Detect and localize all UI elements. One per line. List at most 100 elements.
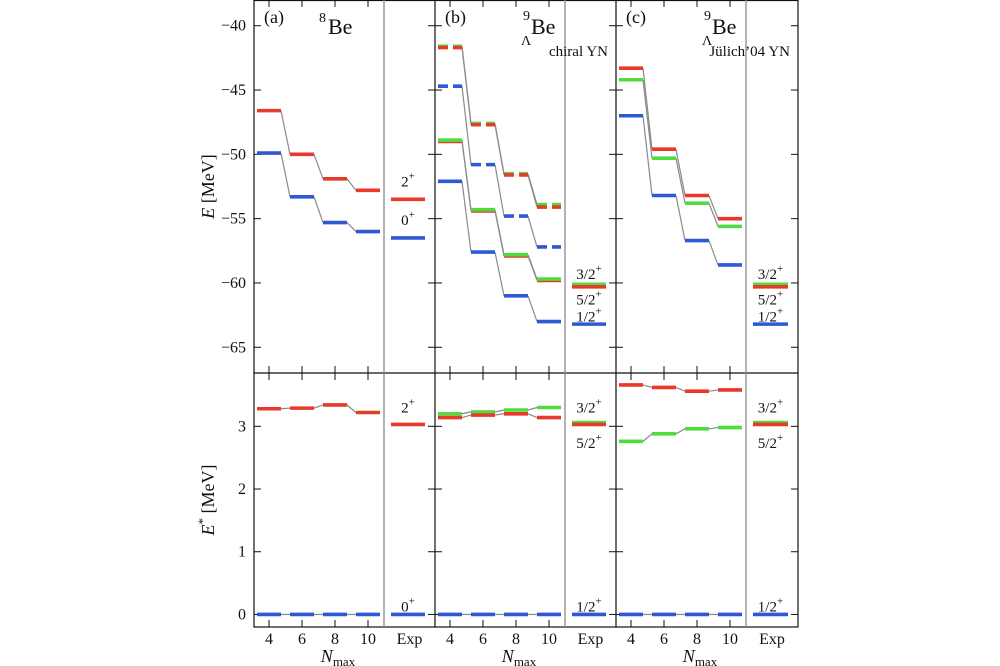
top-connector	[527, 174, 538, 208]
y-tick-label-top: −65	[221, 339, 246, 356]
top-connector	[527, 254, 538, 280]
x-tick-label: 6	[298, 631, 306, 648]
x-axis-label: Nmax	[501, 646, 537, 666]
x-tick-label-exp: Exp	[578, 631, 604, 648]
exp-state-label-bottom: 3/2+	[758, 396, 783, 416]
bottom-connector	[461, 414, 472, 419]
bottom-connector	[461, 411, 472, 415]
x-tick-label-exp: Exp	[397, 631, 423, 648]
top-connector	[346, 222, 357, 232]
x-tick-label: 8	[331, 631, 339, 648]
y-tick-label-top: −55	[221, 211, 246, 228]
y-axis-label-top: E [MeV]	[198, 154, 218, 219]
y-tick-label-top: −50	[221, 146, 246, 163]
title-nucleus: Be	[531, 14, 555, 39]
x-tick-label: 4	[446, 631, 454, 648]
top-connector	[461, 181, 472, 253]
x-tick-label: 6	[479, 631, 487, 648]
y-tick-label-top: −45	[221, 82, 246, 99]
bottom-connector	[527, 413, 538, 419]
exp-state-label-bottom: 0+	[401, 595, 415, 615]
bottom-connector	[642, 433, 653, 442]
exp-state-label-top: 3/2+	[576, 263, 601, 283]
title-mass-number: 9	[704, 9, 711, 24]
exp-state-label-top: 5/2+	[758, 289, 783, 309]
exp-state-label-bottom: 2+	[401, 396, 415, 416]
exp-state-label-bottom: 1/2+	[576, 595, 601, 615]
bottom-connector	[313, 404, 324, 409]
y-tick-label-bottom: 0	[238, 606, 246, 623]
exp-state-label-top: 1/2+	[576, 305, 601, 325]
bottom-connector	[675, 428, 686, 435]
x-tick-label: 10	[722, 631, 738, 648]
frame-layer	[253, 0, 799, 628]
title-mass-number: 8	[319, 11, 326, 26]
bottom-connector	[280, 407, 291, 410]
panel-label: (b)	[445, 7, 466, 28]
top-connector	[708, 203, 719, 227]
bottom-connector	[675, 386, 686, 392]
top-connector	[642, 115, 653, 196]
bottom-connector	[494, 409, 505, 413]
top-connector	[642, 68, 653, 150]
exp-state-label-top: 0+	[401, 209, 415, 229]
exp-state-label-top: 3/2+	[758, 263, 783, 283]
top-connector	[494, 209, 505, 255]
title-mass-number: 9	[523, 9, 530, 24]
title-nucleus: Be	[328, 14, 352, 39]
top-connector	[461, 47, 472, 125]
plot-frame	[253, 0, 799, 628]
top-connector	[494, 164, 505, 217]
y-tick-label-top: −40	[221, 18, 246, 35]
title-interaction: chiral YN	[549, 44, 608, 60]
top-connector	[675, 195, 686, 241]
title-interaction: Jülich’04 YN	[709, 44, 790, 60]
bottom-connector	[708, 426, 719, 430]
y-tick-label-bottom: 2	[238, 481, 246, 498]
exp-state-label-bottom: 3/2+	[576, 396, 601, 416]
x-tick-label: 4	[627, 631, 635, 648]
exp-state-label-top: 1/2+	[758, 305, 783, 325]
top-connector	[280, 110, 291, 155]
top-connector	[675, 158, 686, 204]
data-layer	[257, 44, 788, 617]
x-tick-label: 6	[660, 631, 668, 648]
bottom-connector	[346, 404, 357, 413]
exp-state-label-top: 2+	[401, 170, 415, 190]
exp-state-label-bottom: 1/2+	[758, 595, 783, 615]
top-connector	[527, 215, 538, 248]
bottom-connector	[527, 406, 538, 411]
y-tick-label-bottom: 1	[238, 544, 246, 561]
title-lambda: Λ	[702, 34, 713, 49]
top-connector	[313, 154, 324, 179]
top-connector	[642, 79, 653, 159]
title-lambda: Λ	[521, 34, 532, 49]
x-tick-label: 10	[541, 631, 557, 648]
x-tick-label: 4	[265, 631, 273, 648]
top-connector	[494, 124, 505, 176]
exp-state-label-bottom: 5/2+	[576, 432, 601, 452]
x-tick-label: 10	[360, 631, 376, 648]
x-tick-label: 8	[693, 631, 701, 648]
exp-state-label-top: 5/2+	[576, 289, 601, 309]
top-connector	[461, 86, 472, 165]
top-connector	[461, 140, 472, 210]
bottom-connector	[642, 384, 653, 389]
x-tick-label: 8	[512, 631, 520, 648]
top-connector	[527, 295, 538, 322]
x-axis-label: Nmax	[320, 646, 356, 666]
x-axis-label: Nmax	[682, 646, 718, 666]
top-connector	[346, 178, 357, 191]
exp-state-label-bottom: 5/2+	[758, 432, 783, 452]
top-connector	[708, 195, 719, 219]
panel-label: (a)	[264, 7, 284, 28]
title-nucleus: Be	[712, 14, 736, 39]
y-tick-label-top: −60	[221, 275, 246, 292]
top-connector	[708, 240, 719, 266]
top-connector	[280, 152, 291, 197]
bottom-connector	[708, 389, 719, 392]
panel-label: (c)	[626, 7, 646, 28]
top-connector	[675, 149, 686, 196]
